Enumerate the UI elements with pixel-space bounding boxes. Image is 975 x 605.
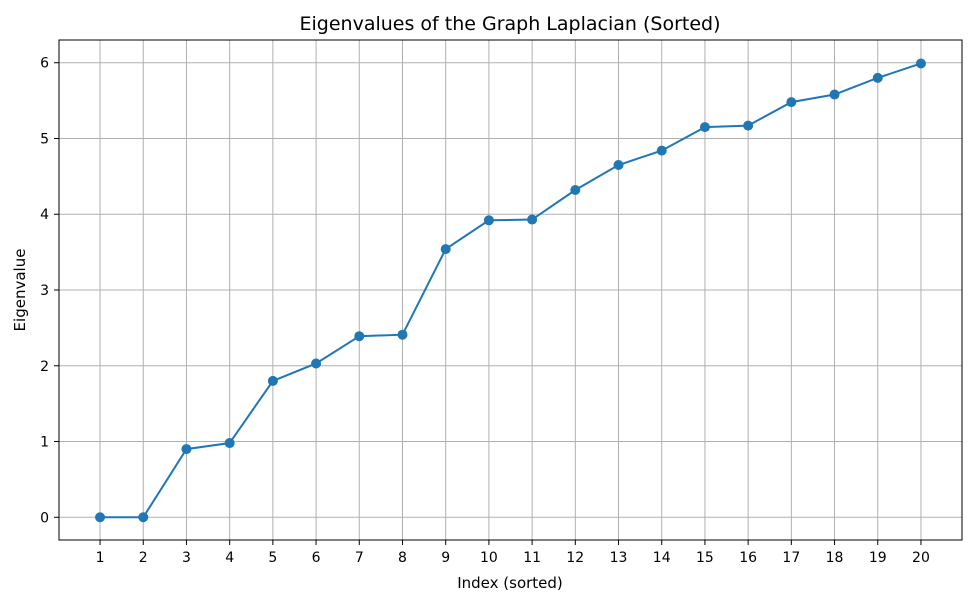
x-axis: 1 2 3 4 5 6 7 8 9 10 11 12 13 14 15 16 17 18 19 20: [96, 540, 930, 566]
data-point: [440, 244, 451, 255]
data-point: [483, 215, 494, 226]
x-tick-label: 9: [441, 550, 450, 566]
y-tick-label: 3: [40, 283, 49, 299]
data-point: [397, 329, 408, 340]
x-tick-label: 20: [912, 550, 930, 566]
data-point: [872, 72, 883, 83]
x-tick-label: 7: [355, 550, 364, 566]
y-axis: 0 1 2 3 4 5 6: [40, 56, 59, 526]
y-tick-label: 5: [40, 131, 49, 147]
data-point: [786, 97, 797, 108]
x-tick-label: 13: [610, 550, 628, 566]
x-tick-label: 3: [182, 550, 191, 566]
data-point: [181, 444, 192, 455]
y-tick-label: 1: [40, 435, 49, 451]
data-point: [656, 145, 667, 156]
data-point: [224, 438, 235, 449]
data-point: [138, 512, 149, 523]
data-point: [613, 160, 624, 170]
x-tick-label: 6: [312, 550, 321, 566]
grid-lines: [59, 40, 962, 540]
y-tick-label: 6: [40, 56, 49, 72]
x-tick-label: 1: [96, 550, 105, 566]
series-line: [100, 62, 922, 519]
y-tick-label: 4: [40, 207, 49, 223]
x-tick-label: 15: [696, 550, 714, 566]
x-tick-label: 11: [523, 550, 541, 566]
series-eigenvalues: [95, 58, 926, 523]
data-point: [570, 185, 581, 195]
data-point: [699, 122, 710, 133]
x-tick-label: 10: [480, 550, 498, 566]
x-tick-label: 2: [139, 550, 148, 566]
x-tick-label: 16: [739, 550, 757, 566]
x-tick-label: 12: [566, 550, 584, 566]
data-point: [915, 58, 926, 69]
data-point: [829, 89, 840, 100]
x-tick-label: 18: [826, 550, 844, 566]
x-tick-label: 4: [225, 550, 234, 566]
x-tick-label: 19: [869, 550, 887, 566]
chart-title: Eigenvalues of the Graph Laplacian (Sort…: [300, 13, 721, 35]
data-point: [743, 120, 754, 131]
data-point: [354, 331, 365, 342]
y-tick-label: 2: [40, 359, 49, 375]
x-tick-label: 8: [398, 550, 407, 566]
y-axis-label: Eigenvalue: [11, 249, 29, 332]
data-point: [527, 214, 538, 225]
y-tick-label: 0: [40, 510, 49, 526]
data-point: [311, 358, 322, 369]
data-point: [267, 375, 278, 386]
x-tick-label: 17: [782, 550, 800, 566]
data-point: [95, 512, 106, 523]
x-axis-label: Index (sorted): [457, 574, 563, 592]
x-tick-label: 14: [653, 550, 671, 566]
x-tick-label: 5: [268, 550, 277, 566]
